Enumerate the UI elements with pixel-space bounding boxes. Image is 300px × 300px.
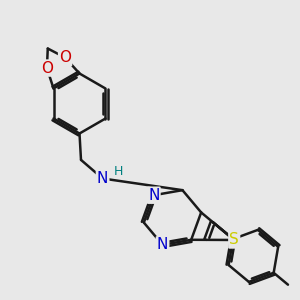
Text: O: O bbox=[59, 50, 71, 65]
Text: N: N bbox=[97, 171, 108, 186]
Text: S: S bbox=[230, 232, 239, 247]
Text: H: H bbox=[113, 165, 123, 178]
Text: O: O bbox=[41, 61, 53, 76]
Text: N: N bbox=[148, 188, 160, 203]
Text: N: N bbox=[157, 237, 168, 252]
